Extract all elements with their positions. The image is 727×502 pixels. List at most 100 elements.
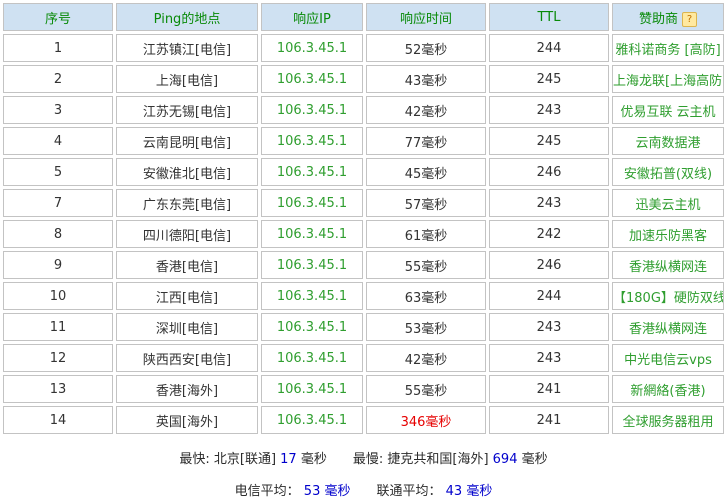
column-header-time: 响应时间 [366, 3, 486, 31]
summary-text-segment [350, 484, 376, 499]
sponsor-link[interactable]: 新網絡(香港) [612, 375, 724, 403]
table-row: 5 安徽淮北[电信] 106.3.45.1 45毫秒 246 安徽拓普(双线) [3, 158, 724, 186]
ttl-value: 243 [489, 344, 609, 372]
response-ip: 106.3.45.1 [261, 220, 363, 248]
response-ip: 106.3.45.1 [261, 34, 363, 62]
response-ip: 106.3.45.1 [261, 251, 363, 279]
ping-location: 安徽淮北[电信] [116, 158, 258, 186]
row-number: 1 [3, 34, 113, 62]
column-header-ip: 响应IP [261, 3, 363, 31]
summary-text-segment: 联通平均： [376, 484, 446, 499]
ttl-value: 246 [489, 158, 609, 186]
response-ip: 106.3.45.1 [261, 282, 363, 310]
response-ip: 106.3.45.1 [261, 344, 363, 372]
sponsor-link[interactable]: 迅美云主机 [612, 189, 724, 217]
ttl-value: 241 [489, 375, 609, 403]
table-row: 4 云南昆明[电信] 106.3.45.1 77毫秒 245 云南数据港 [3, 127, 724, 155]
column-label: Ping的地点 [153, 11, 221, 27]
ping-location: 江苏镇江[电信] [116, 34, 258, 62]
sponsor-link[interactable]: 云南数据港 [612, 127, 724, 155]
sponsor-link[interactable]: 优易互联 云主机 [612, 96, 724, 124]
summary-text-segment: 最快: 北京[联通] [179, 452, 281, 467]
row-number: 13 [3, 375, 113, 403]
table-row: 1 江苏镇江[电信] 106.3.45.1 52毫秒 244 雅科诺商务 [高防] [3, 34, 724, 62]
sponsor-link[interactable]: 加速乐防黑客 [612, 220, 724, 248]
help-icon[interactable]: ? [682, 11, 697, 27]
response-ip: 106.3.45.1 [261, 96, 363, 124]
response-time: 61毫秒 [366, 220, 486, 248]
response-time: 57毫秒 [366, 189, 486, 217]
ping-location: 四川德阳[电信] [116, 220, 258, 248]
row-number: 4 [3, 127, 113, 155]
table-row: 11 深圳[电信] 106.3.45.1 53毫秒 243 香港纵横网连 [3, 313, 724, 341]
ping-location: 英国[海外] [116, 406, 258, 434]
response-time: 53毫秒 [366, 313, 486, 341]
ttl-value: 243 [489, 189, 609, 217]
row-number: 10 [3, 282, 113, 310]
table-row: 3 江苏无锡[电信] 106.3.45.1 42毫秒 243 优易互联 云主机 [3, 96, 724, 124]
summary-text-segment: 43 毫秒 [445, 484, 493, 499]
response-time: 43毫秒 [366, 65, 486, 93]
row-number: 2 [3, 65, 113, 93]
response-ip: 106.3.45.1 [261, 406, 363, 434]
row-number: 14 [3, 406, 113, 434]
response-time: 45毫秒 [366, 158, 486, 186]
ping-location: 云南昆明[电信] [116, 127, 258, 155]
ttl-value: 245 [489, 127, 609, 155]
summary-text-segment: 毫秒 [517, 452, 548, 467]
column-header-ttl: TTL [489, 3, 609, 31]
summary-text-segment: 53 毫秒 [303, 484, 351, 499]
row-number: 9 [3, 251, 113, 279]
summary-text-segment: 毫秒 [296, 452, 327, 467]
sponsor-link[interactable]: 【180G】硬防双线 [612, 282, 724, 310]
summary-text-segment: 电信平均： [234, 484, 304, 499]
ping-location: 深圳[电信] [116, 313, 258, 341]
summary-text-segment: 694 [492, 452, 518, 467]
summary-text-segment: 最慢: 捷克共和国[海外] [352, 452, 493, 467]
ttl-value: 244 [489, 34, 609, 62]
sponsor-link[interactable]: 中光电信云vps [612, 344, 724, 372]
table-row: 10 江西[电信] 106.3.45.1 63毫秒 244 【180G】硬防双线 [3, 282, 724, 310]
column-label: 赞助商 [638, 11, 678, 27]
ttl-value: 245 [489, 65, 609, 93]
table-row: 8 四川德阳[电信] 106.3.45.1 61毫秒 242 加速乐防黑客 [3, 220, 724, 248]
row-number: 11 [3, 313, 113, 341]
response-ip: 106.3.45.1 [261, 127, 363, 155]
summary-averages: 电信平均： 53 毫秒 联通平均： 43 毫秒 [0, 484, 727, 500]
response-time: 77毫秒 [366, 127, 486, 155]
row-number: 12 [3, 344, 113, 372]
sponsor-link[interactable]: 香港纵横网连 [612, 251, 724, 279]
sponsor-link[interactable]: 安徽拓普(双线) [612, 158, 724, 186]
table-row: 2 上海[电信] 106.3.45.1 43毫秒 245 上海龙联[上海高防] [3, 65, 724, 93]
table-row: 7 广东东莞[电信] 106.3.45.1 57毫秒 243 迅美云主机 [3, 189, 724, 217]
row-number: 8 [3, 220, 113, 248]
ttl-value: 246 [489, 251, 609, 279]
ping-location: 广东东莞[电信] [116, 189, 258, 217]
response-ip: 106.3.45.1 [261, 375, 363, 403]
ping-results-table: 序号 Ping的地点 响应IP 响应时间 TTL 赞助商? 1 江苏镇江[电信] 106.3.… [3, 3, 724, 434]
sponsor-link[interactable]: 全球服务器租用 [612, 406, 724, 434]
column-label: 响应IP [293, 11, 331, 27]
ping-location: 香港[海外] [116, 375, 258, 403]
summary-fastest-slowest: 最快: 北京[联通] 17 毫秒 最慢: 捷克共和国[海外] 694 毫秒 [0, 452, 727, 468]
ttl-value: 242 [489, 220, 609, 248]
response-ip: 106.3.45.1 [261, 189, 363, 217]
row-number: 3 [3, 96, 113, 124]
column-header-sponsor: 赞助商? [612, 3, 724, 31]
column-label: 响应时间 [399, 11, 452, 27]
ttl-value: 243 [489, 313, 609, 341]
row-number: 7 [3, 189, 113, 217]
ping-location: 陕西西安[电信] [116, 344, 258, 372]
column-header-location: Ping的地点 [116, 3, 258, 31]
response-time: 63毫秒 [366, 282, 486, 310]
sponsor-link[interactable]: 上海龙联[上海高防] [612, 65, 724, 93]
summary-text-segment: 17 [280, 452, 297, 467]
sponsor-link[interactable]: 雅科诺商务 [高防] [612, 34, 724, 62]
ttl-value: 241 [489, 406, 609, 434]
ping-location: 香港[电信] [116, 251, 258, 279]
response-time: 52毫秒 [366, 34, 486, 62]
sponsor-link[interactable]: 香港纵横网连 [612, 313, 724, 341]
row-number: 5 [3, 158, 113, 186]
column-header-seq: 序号 [3, 3, 113, 31]
table-row: 13 香港[海外] 106.3.45.1 55毫秒 241 新網絡(香港) [3, 375, 724, 403]
